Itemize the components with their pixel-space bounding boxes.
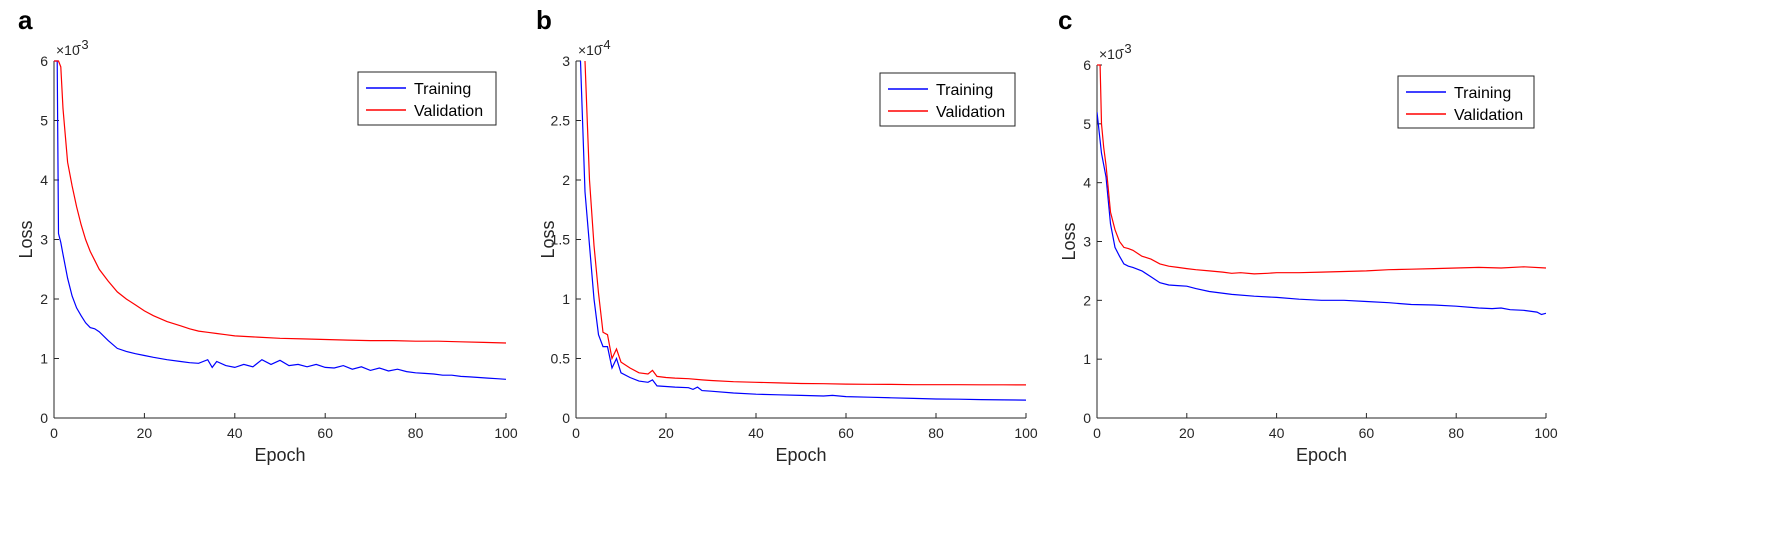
y-tick-label: 2 [40, 291, 48, 307]
panel-a: a 0 20 40 60 80 100 0 1 2 3 4 5 6 ×10-3 Epoch Loss Traini… [16, 5, 518, 465]
y-exponent: -3 [1120, 41, 1132, 56]
y-tick-label: 0 [1083, 410, 1091, 426]
y-multiplier: ×10 [1099, 46, 1123, 62]
x-tick-label: 0 [572, 425, 580, 441]
x-tick-label: 20 [658, 425, 674, 441]
legend-label-validation: Validation [1454, 107, 1523, 124]
x-tick-label: 80 [408, 425, 424, 441]
legend: Training Validation [357, 71, 497, 126]
legend-label-validation: Validation [414, 103, 483, 120]
y-tick-label: 4 [40, 172, 48, 188]
x-tick-label: 0 [1093, 425, 1101, 441]
x-axis-label: Epoch [775, 445, 826, 465]
panel-letter: b [536, 5, 552, 35]
y-axis-label: Loss [538, 220, 558, 258]
x-tick-label: 100 [494, 425, 518, 441]
legend: Training Validation [879, 72, 1016, 127]
y-axis-label: Loss [1059, 222, 1079, 260]
y-tick-label: 0.5 [551, 351, 571, 367]
panel-c: c 0 20 40 60 80 100 0 1 2 3 4 5 6 ×10-3 Epoch Loss Traini… [1058, 5, 1558, 465]
y-multiplier: ×10 [578, 42, 602, 58]
x-tick-label: 100 [1014, 425, 1038, 441]
series-line-validation [1097, 64, 1546, 275]
series-line-validation [584, 60, 1026, 386]
y-tick-label: 1 [1083, 351, 1091, 367]
panel-b: b 0 20 40 60 80 100 0 0.5 1 1.5 2 2.5 3 ×10-4 Epoch Loss… [536, 5, 1038, 465]
y-tick-label: 2.5 [551, 113, 571, 129]
legend-label-training: Training [1454, 85, 1511, 102]
x-tick-label: 60 [317, 425, 333, 441]
y-tick-label: 2 [1083, 292, 1091, 308]
y-tick-label: 1 [40, 351, 48, 367]
y-tick-label: 3 [40, 232, 48, 248]
legend: Training Validation [1397, 75, 1535, 129]
legend-label-validation: Validation [936, 104, 1005, 121]
x-tick-label: 20 [137, 425, 153, 441]
x-tick-label: 60 [1359, 425, 1375, 441]
x-tick-label: 40 [1269, 425, 1285, 441]
y-axis-label: Loss [16, 220, 36, 258]
series-line-training [54, 60, 506, 380]
panel-letter: a [18, 5, 33, 35]
y-tick-label: 2 [562, 172, 570, 188]
legend-box [879, 72, 1016, 127]
y-tick-label: 5 [1083, 116, 1091, 132]
y-exponent: -4 [599, 37, 611, 52]
legend-label-training: Training [936, 82, 993, 99]
y-multiplier: ×10 [56, 42, 80, 58]
legend-label-training: Training [414, 81, 471, 98]
panel-letter: c [1058, 5, 1072, 35]
y-tick-label: 0 [40, 410, 48, 426]
series-line-training [579, 60, 1026, 401]
x-tick-label: 0 [50, 425, 58, 441]
y-tick-label: 3 [1083, 234, 1091, 250]
y-tick-label: 0 [562, 410, 570, 426]
y-tick-label: 5 [40, 113, 48, 129]
series-line-training [1097, 112, 1546, 316]
x-axis-label: Epoch [1296, 445, 1347, 465]
y-tick-label: 3 [562, 53, 570, 69]
x-tick-label: 100 [1534, 425, 1558, 441]
y-tick-label: 6 [1083, 57, 1091, 73]
x-axis-label: Epoch [254, 445, 305, 465]
series-line-validation [54, 60, 506, 344]
x-tick-label: 40 [748, 425, 764, 441]
y-tick-label: 1 [562, 291, 570, 307]
legend-box [1397, 75, 1535, 129]
x-tick-label: 60 [838, 425, 854, 441]
y-tick-label: 1.5 [551, 232, 571, 248]
y-tick-label: 6 [40, 53, 48, 69]
x-tick-label: 80 [1448, 425, 1464, 441]
x-tick-label: 80 [928, 425, 944, 441]
y-tick-label: 4 [1083, 175, 1091, 191]
x-tick-label: 40 [227, 425, 243, 441]
legend-box [357, 71, 497, 126]
y-exponent: -3 [77, 37, 89, 52]
x-tick-label: 20 [1179, 425, 1195, 441]
